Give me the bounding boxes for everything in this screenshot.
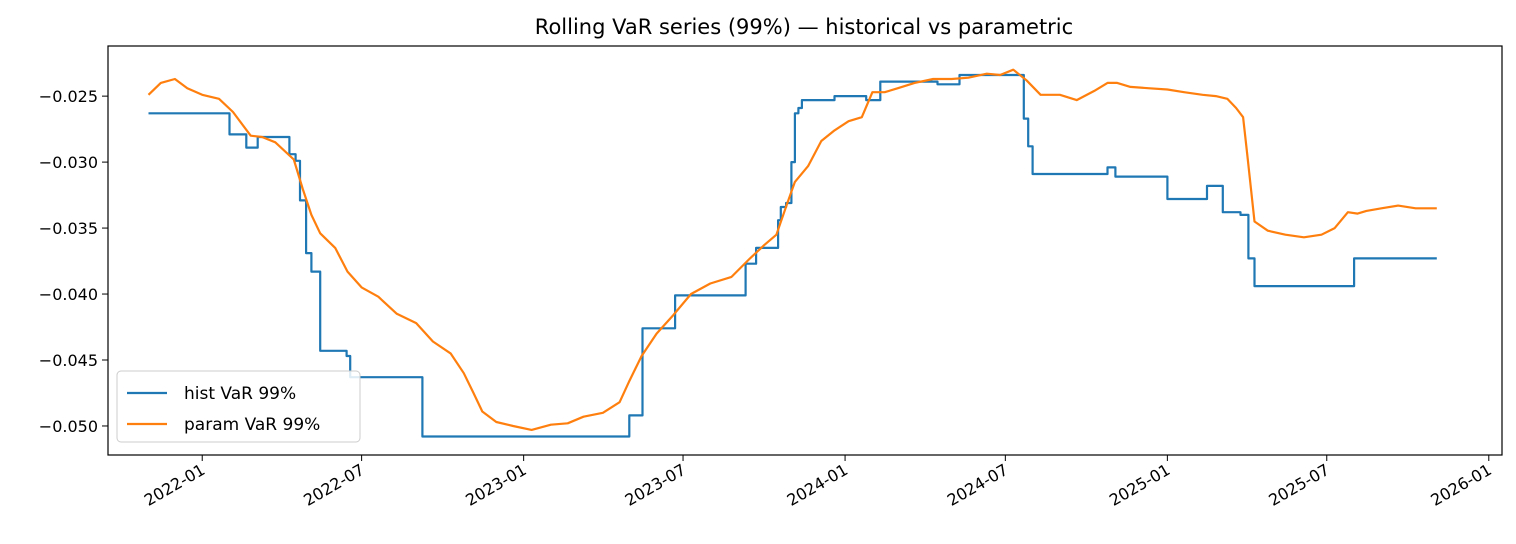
x-tick-label: 2023-07 [622,460,689,510]
y-tick-label: −0.035 [39,219,98,238]
x-tick-label: 2023-01 [462,460,529,510]
x-tick-label: 2022-07 [300,460,367,510]
series-line-1 [147,68,1437,431]
y-tick-label: −0.045 [39,351,98,370]
x-tick-label: 2025-07 [1265,460,1332,510]
legend-label-hist: hist VaR 99% [184,384,296,404]
y-tick-label: −0.030 [39,153,98,172]
y-tick-label: −0.040 [39,285,98,304]
x-tick-label: 2025-01 [1106,460,1173,510]
legend-label-param: param VaR 99% [184,415,320,435]
y-tick-label: −0.050 [39,417,98,436]
plot-area [147,68,1437,438]
legend: hist VaR 99% param VaR 99% [116,370,361,443]
y-tick-label: −0.025 [39,87,98,106]
series-line-0 [148,73,1437,438]
x-tick-label: 2024-07 [944,460,1011,510]
legend-frame [116,370,361,443]
x-tick-label: 2024-01 [784,460,851,510]
chart-title: Rolling VaR series (99%) — historical vs… [535,15,1073,39]
plot-frame [107,45,1503,456]
x-tick-label: 2022-01 [141,460,208,510]
x-tick-label: 2026-01 [1427,460,1494,510]
